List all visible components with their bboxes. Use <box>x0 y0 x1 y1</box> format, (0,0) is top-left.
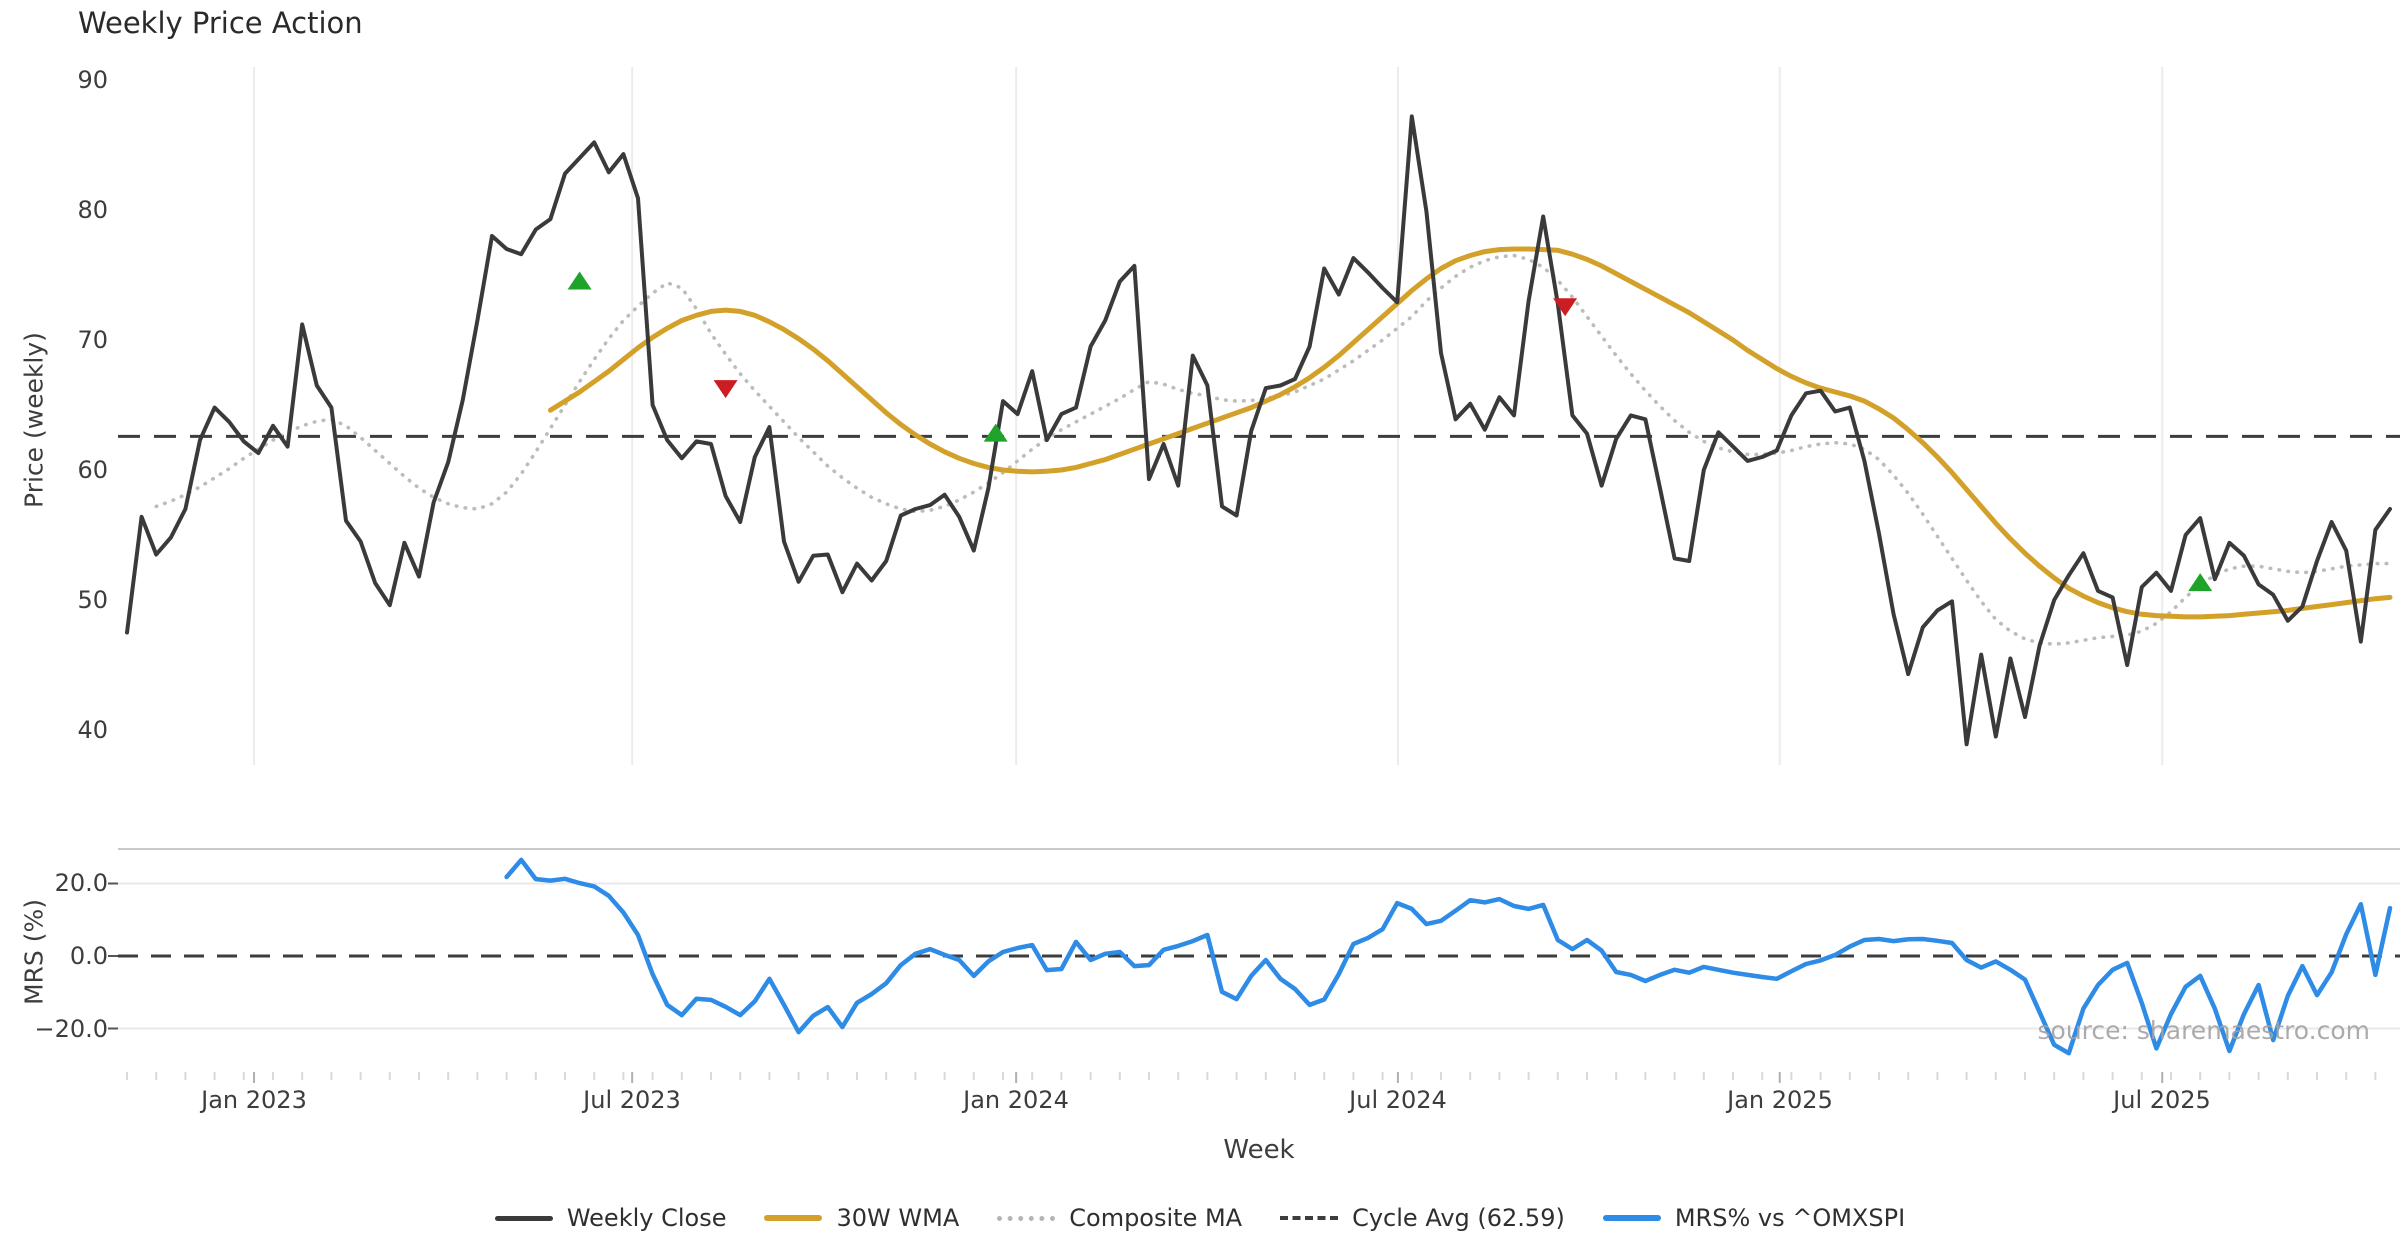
source-watermark: source: sharemaestro.com <box>2037 1016 2371 1045</box>
legend-label-wma: 30W WMA <box>836 1204 960 1232</box>
legend-item-cycle-avg: Cycle Avg (62.59) <box>1280 1204 1565 1232</box>
price-tick-50: 50 <box>77 586 108 614</box>
price-tick-60: 60 <box>77 456 108 484</box>
mrs-tick-0: 0.0 <box>69 942 108 970</box>
weekly-close-line-icon <box>494 1215 553 1221</box>
price-tick-80: 80 <box>77 196 108 224</box>
legend-item-mrs: MRS% vs ^OMXSPI <box>1602 1204 1906 1232</box>
mrs-line-icon <box>1602 1215 1661 1221</box>
price-tick-90: 90 <box>77 66 108 94</box>
price-tick-70: 70 <box>77 326 108 354</box>
xtick-jul-2024: Jul 2024 <box>1349 1086 1447 1114</box>
wma-line-icon <box>764 1215 823 1221</box>
mrs-tick-neg20: −20.0 <box>34 1015 108 1043</box>
legend: Weekly Close 30W WMA Composite MA Cycle … <box>0 1204 2400 1232</box>
composite-dotted-line-icon <box>997 1215 1056 1221</box>
chart-title: Weekly Price Action <box>78 6 363 40</box>
legend-item-wma: 30W WMA <box>764 1204 959 1232</box>
legend-item-weekly-close: Weekly Close <box>494 1204 727 1232</box>
legend-label-composite: Composite MA <box>1069 1204 1243 1232</box>
mrs-tick-20: 20.0 <box>54 869 108 897</box>
legend-item-composite: Composite MA <box>997 1204 1242 1232</box>
xtick-jan-2025: Jan 2025 <box>1727 1086 1833 1114</box>
week-axis-label: Week <box>1223 1135 1295 1165</box>
xtick-jan-2023: Jan 2023 <box>201 1086 307 1114</box>
xtick-jul-2023: Jul 2023 <box>583 1086 681 1114</box>
xtick-jul-2025: Jul 2025 <box>2113 1086 2211 1114</box>
legend-label-mrs: MRS% vs ^OMXSPI <box>1674 1204 1906 1232</box>
xtick-jan-2024: Jan 2024 <box>963 1086 1069 1114</box>
legend-label-cycle-avg: Cycle Avg (62.59) <box>1352 1204 1565 1232</box>
legend-label-weekly-close: Weekly Close <box>566 1204 727 1232</box>
price-axis-label: Price (weekly) <box>19 332 49 508</box>
price-tick-40: 40 <box>77 716 108 744</box>
cycle-avg-dashed-line-icon <box>1280 1216 1339 1220</box>
